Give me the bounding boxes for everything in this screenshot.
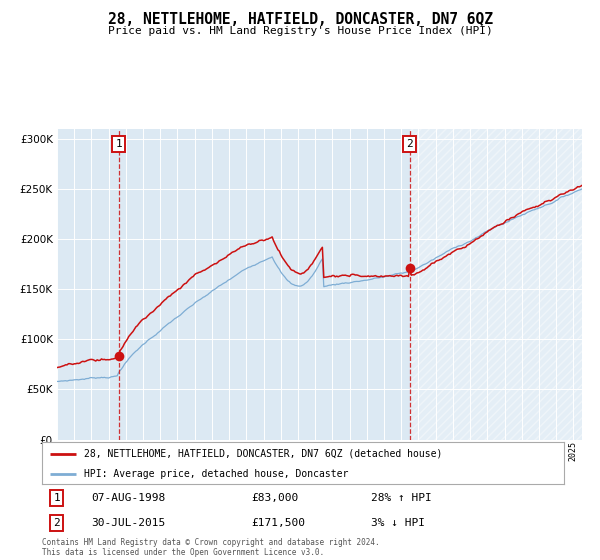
Text: 28, NETTLEHOME, HATFIELD, DONCASTER, DN7 6QZ: 28, NETTLEHOME, HATFIELD, DONCASTER, DN7… bbox=[107, 12, 493, 27]
Text: 28, NETTLEHOME, HATFIELD, DONCASTER, DN7 6QZ (detached house): 28, NETTLEHOME, HATFIELD, DONCASTER, DN7… bbox=[84, 449, 442, 459]
Bar bbox=[410, 129, 582, 440]
Text: 1: 1 bbox=[115, 139, 122, 149]
Text: £83,000: £83,000 bbox=[251, 493, 298, 503]
Text: 28% ↑ HPI: 28% ↑ HPI bbox=[371, 493, 431, 503]
Text: 30-JUL-2015: 30-JUL-2015 bbox=[92, 518, 166, 528]
Text: HPI: Average price, detached house, Doncaster: HPI: Average price, detached house, Donc… bbox=[84, 469, 348, 479]
Text: 07-AUG-1998: 07-AUG-1998 bbox=[92, 493, 166, 503]
Text: 3% ↓ HPI: 3% ↓ HPI bbox=[371, 518, 425, 528]
Text: £171,500: £171,500 bbox=[251, 518, 305, 528]
Text: 2: 2 bbox=[53, 518, 60, 528]
Text: 2: 2 bbox=[406, 139, 413, 149]
Text: 1: 1 bbox=[53, 493, 60, 503]
Bar bbox=[410, 129, 582, 440]
Text: Price paid vs. HM Land Registry's House Price Index (HPI): Price paid vs. HM Land Registry's House … bbox=[107, 26, 493, 36]
Text: Contains HM Land Registry data © Crown copyright and database right 2024.
This d: Contains HM Land Registry data © Crown c… bbox=[42, 538, 380, 557]
